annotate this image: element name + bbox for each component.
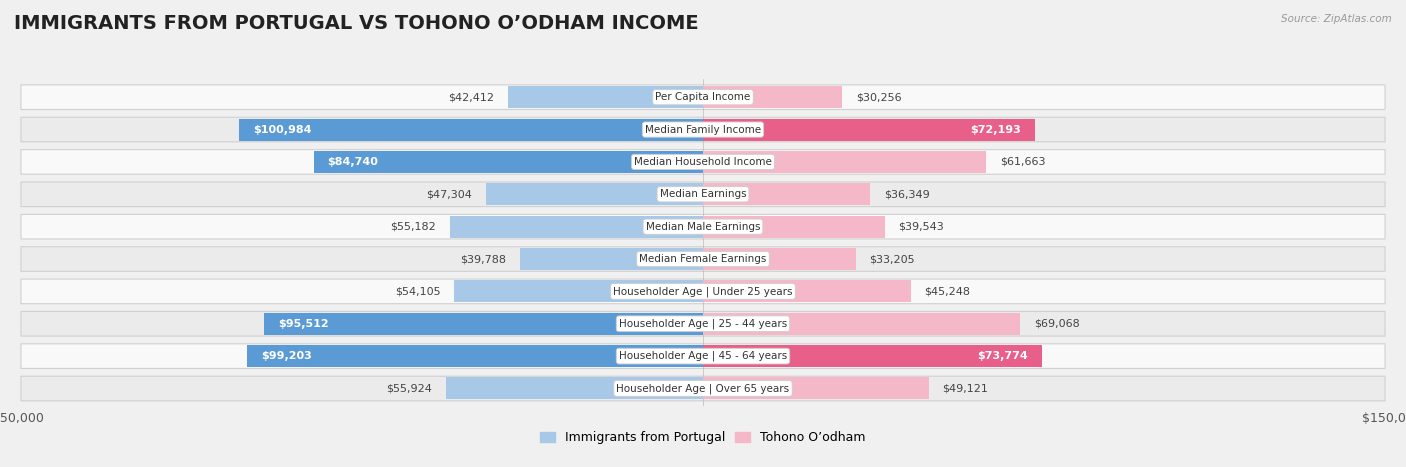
- Text: $33,205: $33,205: [869, 254, 915, 264]
- Bar: [314, 151, 703, 173]
- Text: Median Earnings: Median Earnings: [659, 189, 747, 199]
- Bar: [247, 345, 703, 367]
- Text: $54,105: $54,105: [395, 286, 440, 297]
- Text: $49,121: $49,121: [942, 383, 988, 394]
- FancyBboxPatch shape: [21, 182, 1385, 206]
- Text: $72,193: $72,193: [970, 125, 1021, 134]
- Text: $61,663: $61,663: [1000, 157, 1046, 167]
- Bar: [703, 248, 855, 270]
- FancyBboxPatch shape: [21, 279, 1385, 304]
- Bar: [703, 377, 928, 399]
- Bar: [239, 119, 703, 141]
- Bar: [703, 313, 1021, 335]
- Bar: [454, 280, 703, 303]
- Bar: [446, 377, 703, 399]
- Text: $55,182: $55,182: [389, 222, 436, 232]
- Text: $39,543: $39,543: [898, 222, 945, 232]
- Bar: [485, 183, 703, 205]
- Text: Median Household Income: Median Household Income: [634, 157, 772, 167]
- Text: $73,774: $73,774: [977, 351, 1028, 361]
- Text: $30,256: $30,256: [856, 92, 901, 102]
- Legend: Immigrants from Portugal, Tohono O’odham: Immigrants from Portugal, Tohono O’odham: [536, 426, 870, 449]
- Bar: [703, 119, 1035, 141]
- Text: $95,512: $95,512: [278, 319, 329, 329]
- Bar: [703, 183, 870, 205]
- Bar: [264, 313, 703, 335]
- Text: Householder Age | 45 - 64 years: Householder Age | 45 - 64 years: [619, 351, 787, 361]
- FancyBboxPatch shape: [21, 117, 1385, 142]
- Text: Median Male Earnings: Median Male Earnings: [645, 222, 761, 232]
- Text: Householder Age | 25 - 44 years: Householder Age | 25 - 44 years: [619, 318, 787, 329]
- FancyBboxPatch shape: [21, 149, 1385, 174]
- FancyBboxPatch shape: [21, 311, 1385, 336]
- FancyBboxPatch shape: [21, 247, 1385, 271]
- FancyBboxPatch shape: [21, 376, 1385, 401]
- Bar: [520, 248, 703, 270]
- Bar: [703, 86, 842, 108]
- Text: IMMIGRANTS FROM PORTUGAL VS TOHONO O’ODHAM INCOME: IMMIGRANTS FROM PORTUGAL VS TOHONO O’ODH…: [14, 14, 699, 33]
- FancyBboxPatch shape: [21, 214, 1385, 239]
- Text: $99,203: $99,203: [262, 351, 312, 361]
- Bar: [508, 86, 703, 108]
- Text: $55,924: $55,924: [387, 383, 433, 394]
- Text: Householder Age | Under 25 years: Householder Age | Under 25 years: [613, 286, 793, 297]
- Text: Median Female Earnings: Median Female Earnings: [640, 254, 766, 264]
- Text: $100,984: $100,984: [253, 125, 312, 134]
- FancyBboxPatch shape: [21, 344, 1385, 368]
- Text: Source: ZipAtlas.com: Source: ZipAtlas.com: [1281, 14, 1392, 24]
- Text: Per Capita Income: Per Capita Income: [655, 92, 751, 102]
- Text: $69,068: $69,068: [1033, 319, 1080, 329]
- Text: Householder Age | Over 65 years: Householder Age | Over 65 years: [616, 383, 790, 394]
- Text: $47,304: $47,304: [426, 189, 472, 199]
- FancyBboxPatch shape: [21, 85, 1385, 109]
- Text: $84,740: $84,740: [328, 157, 378, 167]
- Text: Median Family Income: Median Family Income: [645, 125, 761, 134]
- Bar: [703, 280, 911, 303]
- Bar: [703, 151, 986, 173]
- Text: $39,788: $39,788: [461, 254, 506, 264]
- Text: $45,248: $45,248: [925, 286, 970, 297]
- Bar: [703, 216, 884, 238]
- Text: $42,412: $42,412: [449, 92, 495, 102]
- Text: $36,349: $36,349: [884, 189, 929, 199]
- Bar: [450, 216, 703, 238]
- Bar: [703, 345, 1042, 367]
